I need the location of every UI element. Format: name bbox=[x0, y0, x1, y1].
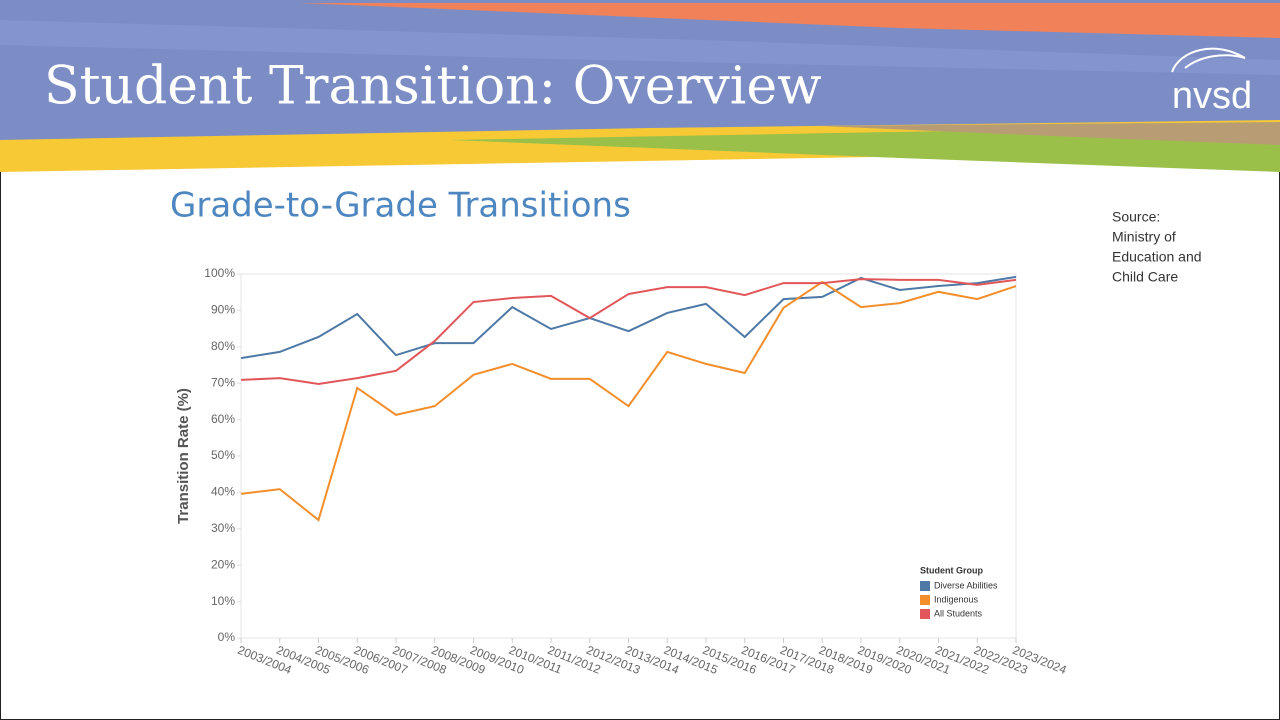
y-tick-label: 70% bbox=[211, 375, 235, 389]
y-tick-label: 100% bbox=[204, 266, 235, 280]
legend-swatch bbox=[920, 595, 930, 605]
legend-label: All Students bbox=[934, 608, 983, 618]
y-tick-label: 30% bbox=[211, 521, 235, 535]
slide: Student Transition: Overview nvsd Grade-… bbox=[0, 0, 1280, 720]
y-tick-label: 40% bbox=[211, 485, 235, 499]
legend-swatch bbox=[920, 581, 930, 591]
source-line: Child Care bbox=[1112, 269, 1178, 285]
y-tick-label: 0% bbox=[218, 630, 236, 644]
legend-label: Diverse Abilities bbox=[934, 580, 998, 590]
chart-title: Grade-to-Grade Transitions bbox=[170, 186, 631, 226]
y-tick-label: 20% bbox=[211, 557, 235, 571]
slide-title: Student Transition: Overview bbox=[44, 57, 822, 117]
y-axis-label: Transition Rate (%) bbox=[175, 388, 192, 524]
source-line: Ministry of bbox=[1112, 229, 1176, 245]
y-tick-label: 90% bbox=[211, 303, 235, 317]
legend-title: Student Group bbox=[920, 565, 983, 575]
legend-label: Indigenous bbox=[934, 594, 979, 604]
y-tick-label: 10% bbox=[211, 594, 235, 608]
legend-swatch bbox=[920, 609, 930, 619]
source-line: Education and bbox=[1112, 249, 1202, 265]
y-tick-label: 80% bbox=[211, 339, 235, 353]
y-tick-label: 50% bbox=[211, 448, 235, 462]
source-line: Source: bbox=[1112, 209, 1160, 225]
logo-text: nvsd bbox=[1172, 75, 1252, 117]
y-tick-label: 60% bbox=[211, 412, 235, 426]
